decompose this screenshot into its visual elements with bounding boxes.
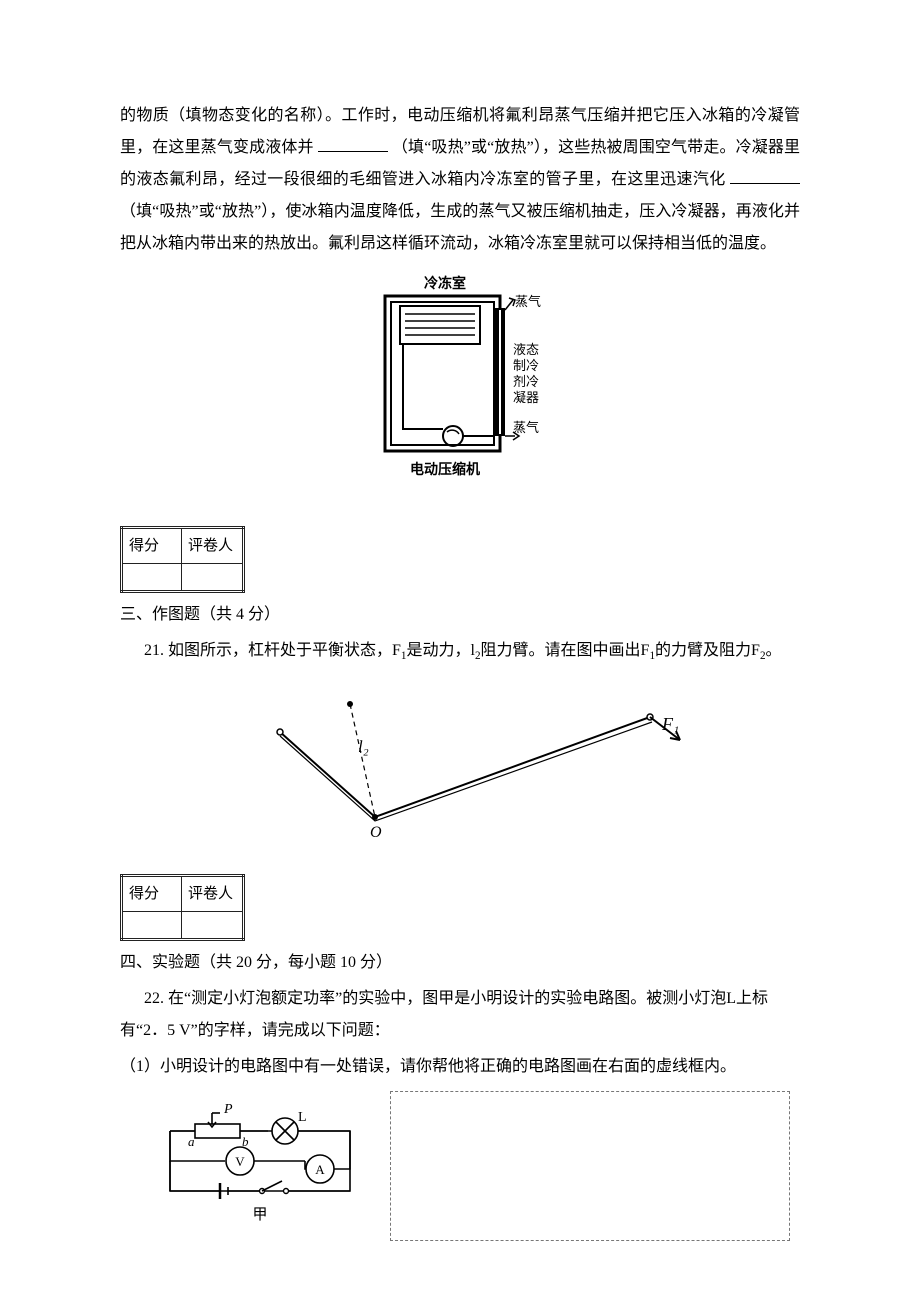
q22-circuit: P a b L V A (150, 1091, 370, 1253)
svg-text:凝器: 凝器 (513, 390, 539, 405)
score-cell-1[interactable] (122, 564, 182, 592)
score-table-1: 得分 评卷人 (120, 526, 245, 593)
label-top: 冷冻室 (424, 275, 466, 292)
score-table-2: 得分 评卷人 (120, 874, 245, 941)
svg-text:a: a (188, 1134, 195, 1149)
q20-text-c: （填“吸热”或“放热”），使冰箱内温度降低，生成的蒸气又被压缩机抽走，压入冷凝器… (120, 203, 800, 252)
q22-figure-row: P a b L V A (120, 1091, 800, 1253)
q20-blank-2[interactable] (730, 165, 800, 184)
label-compressor: 电动压缩机 (410, 461, 480, 478)
score-cell-4[interactable] (182, 911, 244, 939)
q20-blank-1[interactable] (318, 133, 388, 152)
q20-figure: 冷冻室 蒸气 液态 制冷 剂冷 凝器 蒸气 电动压缩机 (120, 274, 800, 506)
label-O: O (370, 824, 382, 841)
answer-dashed-box[interactable] (390, 1091, 790, 1241)
svg-text:制冷: 制冷 (513, 358, 539, 373)
svg-text:L: L (298, 1110, 307, 1125)
svg-text:P: P (223, 1102, 233, 1117)
label-liquid: 液态 (513, 342, 539, 357)
q22-sub1: （1）小明设计的电路图中有一处错误，请你帮他将正确的电路图画在右面的虚线框内。 (120, 1051, 800, 1083)
label-vapor-bot: 蒸气 (513, 420, 539, 435)
q22-line1: 22. 在“测定小灯泡额定功率”的实验中，图甲是小明设计的实验电路图。被测小灯泡… (120, 983, 800, 1047)
section3-title: 三、作图题（共 4 分） (120, 599, 800, 631)
section4-title: 四、实验题（共 20 分，每小题 10 分） (120, 947, 800, 979)
q20-paragraph: 的物质（填物态变化的名称）。工作时，电动压缩机将氟利昂蒸气压缩并把它压入冰箱的冷… (120, 100, 800, 260)
score-cell-3[interactable] (122, 911, 182, 939)
q21-figure: O F₁ l₂ (120, 682, 800, 854)
svg-text:A: A (315, 1162, 325, 1177)
label-l2: l₂ (358, 737, 369, 756)
svg-text:V: V (235, 1154, 245, 1169)
circuit-caption: 甲 (252, 1207, 267, 1223)
score-col1: 得分 (122, 528, 182, 564)
label-vapor-top: 蒸气 (515, 294, 541, 309)
svg-text:剂冷: 剂冷 (513, 374, 539, 389)
score-cell-2[interactable] (182, 564, 244, 592)
label-F1: F₁ (661, 714, 679, 734)
score-col2: 评卷人 (182, 528, 244, 564)
q21-text: 21. 如图所示，杠杆处于平衡状态，F1是动力，l2阻力臂。请在图中画出F1的力… (120, 635, 800, 668)
